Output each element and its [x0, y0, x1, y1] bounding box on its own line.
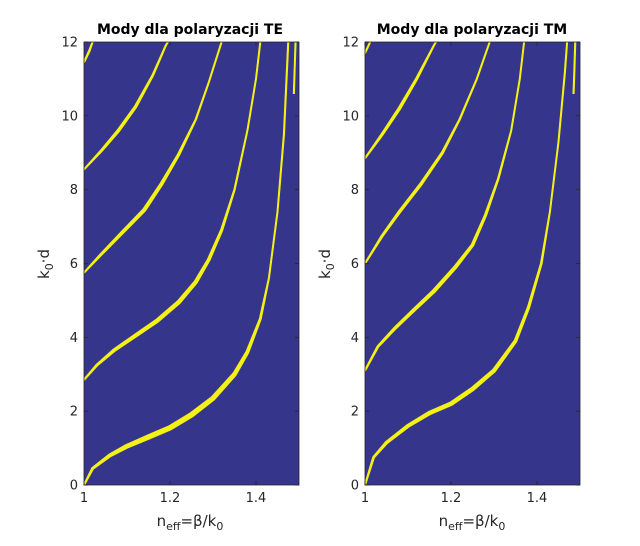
tm-panel: Mody dla polaryzacji TM 1 1.2 1.4 02468101… — [316, 22, 581, 533]
te-xticks: 1 1.2 1.4 — [80, 42, 266, 506]
tm-xlabel: neff=β/k0 — [439, 512, 506, 533]
te-xlabel: neff=β/k0 — [157, 512, 224, 533]
tm-xtick-label-0: 1 — [361, 491, 369, 506]
te-title: Mody dla polaryzacji TE — [97, 22, 283, 38]
tm-ylabel: k0·d — [316, 249, 337, 279]
te-panel: Mody dla polaryzacji TE 1 1.2 1.4 02468101… — [35, 22, 300, 533]
tm-ytick-label-1: 2 — [351, 405, 359, 420]
tm-ytick-label-5: 10 — [342, 109, 359, 124]
tm-xtick-label-1: 1.2 — [441, 491, 462, 506]
te-ytick-label-6: 12 — [61, 36, 78, 51]
te-xtick-label-1: 1.2 — [160, 491, 181, 506]
te-ytick-label-2: 4 — [70, 331, 78, 346]
tm-plot-area — [365, 42, 580, 485]
tm-ytick-label-2: 4 — [351, 331, 359, 346]
tm-xticks: 1 1.2 1.4 — [361, 42, 547, 506]
te-ytick-label-1: 2 — [70, 405, 78, 420]
te-yticks: 0 2 4 6 8 10 12 — [61, 36, 299, 494]
te-ylabel: k0·d — [35, 249, 56, 279]
te-ytick-label-0: 0 — [70, 479, 78, 494]
tm-ytick-label-4: 8 — [351, 183, 359, 198]
tm-ytick-label-0: 0 — [351, 479, 359, 494]
tm-title: Mody dla polaryzacji TM — [377, 22, 567, 38]
te-xtick-label-0: 1 — [80, 491, 88, 506]
tm-ytick-label-3: 6 — [351, 257, 359, 272]
te-xtick-label-2: 1.4 — [246, 491, 267, 506]
te-plot-area — [84, 42, 299, 485]
te-ytick-label-4: 8 — [70, 183, 78, 198]
tm-ytick-label-6: 12 — [342, 36, 359, 51]
tm-yticks: 0 2 4 6 8 10 12 — [342, 36, 580, 494]
te-ytick-label-3: 6 — [70, 257, 78, 272]
tm-xtick-label-2: 1.4 — [527, 491, 548, 506]
te-ytick-label-5: 10 — [61, 109, 78, 124]
